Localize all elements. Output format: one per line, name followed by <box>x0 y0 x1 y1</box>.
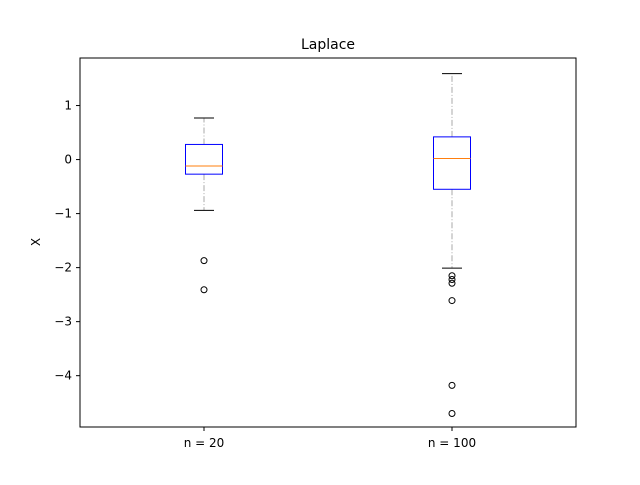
box-1-group <box>185 117 223 294</box>
box-2-flier-4 <box>448 297 456 305</box>
box-2-flier-3 <box>448 279 456 287</box>
y-axis-label: X <box>29 238 43 246</box>
x-tick-label: n = 100 <box>428 436 476 450</box>
x-tick-label: n = 20 <box>184 436 225 450</box>
box-2-flier-1 <box>448 272 456 280</box>
y-tick-label: −2 <box>54 261 72 275</box>
y-tick-label: 0 <box>64 153 72 167</box>
y-tick-label: 1 <box>64 99 72 113</box>
plot-marks <box>185 73 471 417</box>
y-tick-label: −4 <box>54 369 72 383</box>
y-tick-label: −3 <box>54 315 72 329</box>
box-2-flier-2 <box>448 276 456 284</box>
box-2-iqr-box <box>433 136 471 190</box>
plot-frame <box>79 57 577 428</box>
chart-title: Laplace <box>301 37 355 53</box>
box-2-flier-6 <box>448 409 456 417</box>
box-1-flier-2 <box>200 286 208 294</box>
axes: 1 0 −1 −2 −3 −4 n = 20 n = 100 <box>54 57 577 450</box>
box-1-iqr-box <box>185 143 223 175</box>
box-1-flier-1 <box>200 257 208 265</box>
y-tick-label: −1 <box>54 207 72 221</box>
box-2-group <box>433 73 471 417</box>
box-2-flier-5 <box>448 381 456 389</box>
